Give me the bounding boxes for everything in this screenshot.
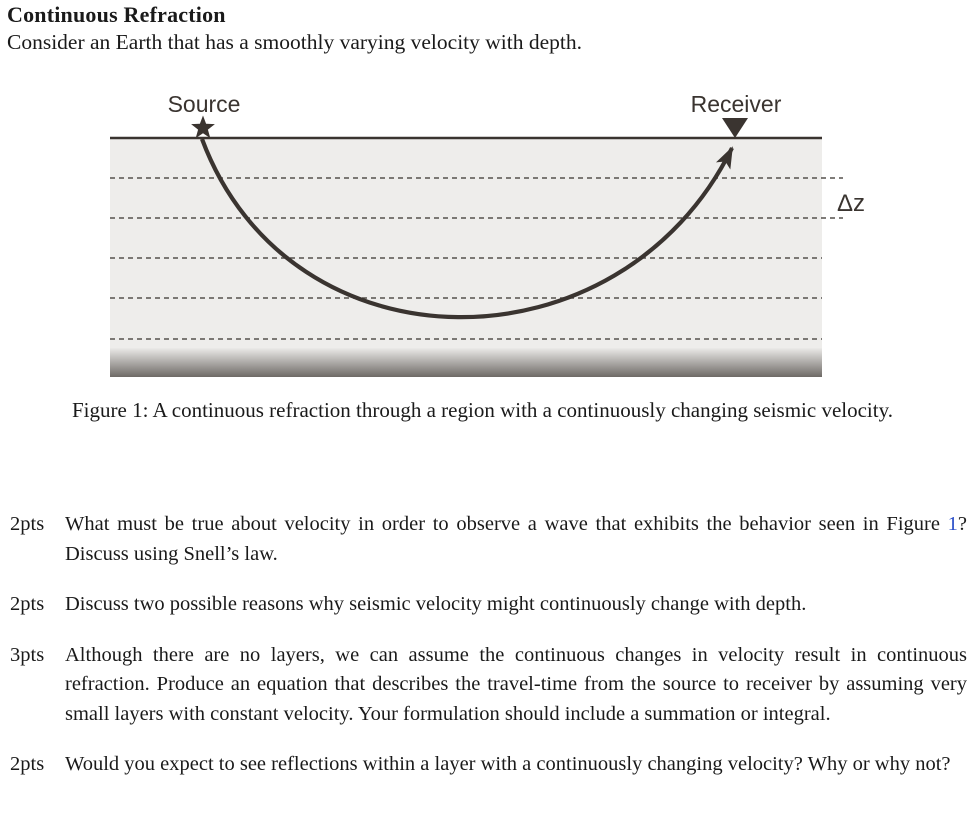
- question-text: Would you expect to see reflections with…: [65, 753, 951, 775]
- question-text-part: ? Discuss using Snell’s law.: [65, 513, 967, 565]
- intro-text: Consider an Earth that has a smoothly va…: [7, 30, 583, 54]
- question-row: 2pts Would you expect to see reflections…: [10, 750, 967, 780]
- delta-z-label: Δz: [837, 190, 865, 217]
- question-text: Although there are no layers, we can ass…: [65, 643, 967, 725]
- figure-reference-link[interactable]: 1: [947, 513, 958, 535]
- question-row: 2pts What must be true about velocity in…: [10, 510, 967, 569]
- question-points: 2pts: [10, 753, 45, 775]
- refraction-diagram: Source Receiver Δz: [110, 91, 865, 377]
- figure-1: Source Receiver Δz: [60, 80, 940, 382]
- question-row: 2pts Discuss two possible reasons why se…: [10, 590, 967, 620]
- ray-path: [200, 138, 734, 320]
- depth-gradient-band: [110, 348, 822, 377]
- question-points: 3pts: [10, 643, 45, 666]
- receiver-label: Receiver: [691, 91, 782, 117]
- receiver-triangle-icon: [722, 118, 748, 138]
- question-text-part: What must be true about velocity in orde…: [65, 513, 948, 535]
- section-title: Continuous Refraction: [7, 2, 226, 27]
- depth-dashed-lines: [110, 177, 843, 340]
- source-label: Source: [168, 91, 241, 117]
- source-star-icon: [191, 115, 215, 139]
- question-points: 2pts: [10, 593, 45, 615]
- figure-caption: Figure 1: A continuous refraction throug…: [72, 398, 893, 422]
- question-text: Discuss two possible reasons why seismic…: [65, 593, 807, 615]
- question-row: 3pts Although there are no layers, we ca…: [10, 641, 967, 730]
- question-list: 2pts What must be true about velocity in…: [10, 510, 967, 801]
- question-text: What must be true about velocity in orde…: [65, 510, 967, 569]
- question-points: 2pts: [10, 513, 45, 535]
